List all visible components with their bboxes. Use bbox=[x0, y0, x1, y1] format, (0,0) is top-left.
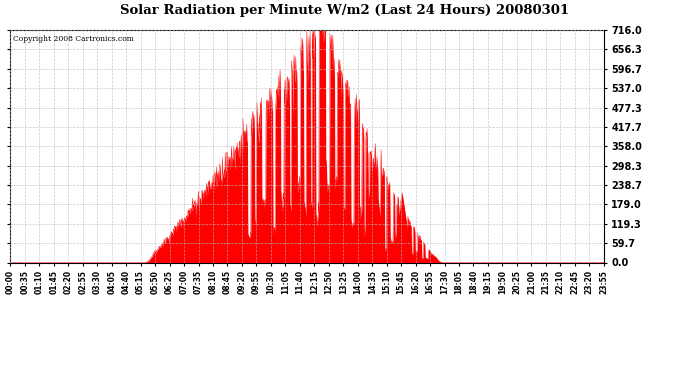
Text: Copyright 2008 Cartronics.com: Copyright 2008 Cartronics.com bbox=[13, 34, 134, 43]
Text: Solar Radiation per Minute W/m2 (Last 24 Hours) 20080301: Solar Radiation per Minute W/m2 (Last 24… bbox=[121, 4, 569, 17]
